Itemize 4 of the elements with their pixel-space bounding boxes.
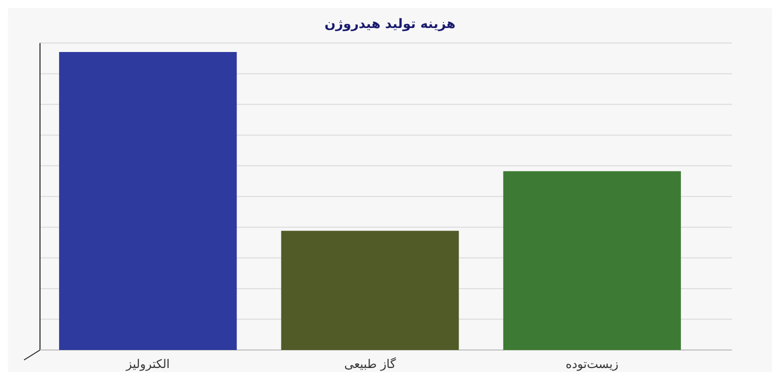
chart-title: هزینه تولید هیدروژن (324, 17, 456, 32)
x-tick-label: گاز طبیعی (344, 357, 396, 371)
x-tick-label: الکترولیز (125, 357, 170, 371)
x-tick-label: زیست‌توده (566, 357, 619, 371)
